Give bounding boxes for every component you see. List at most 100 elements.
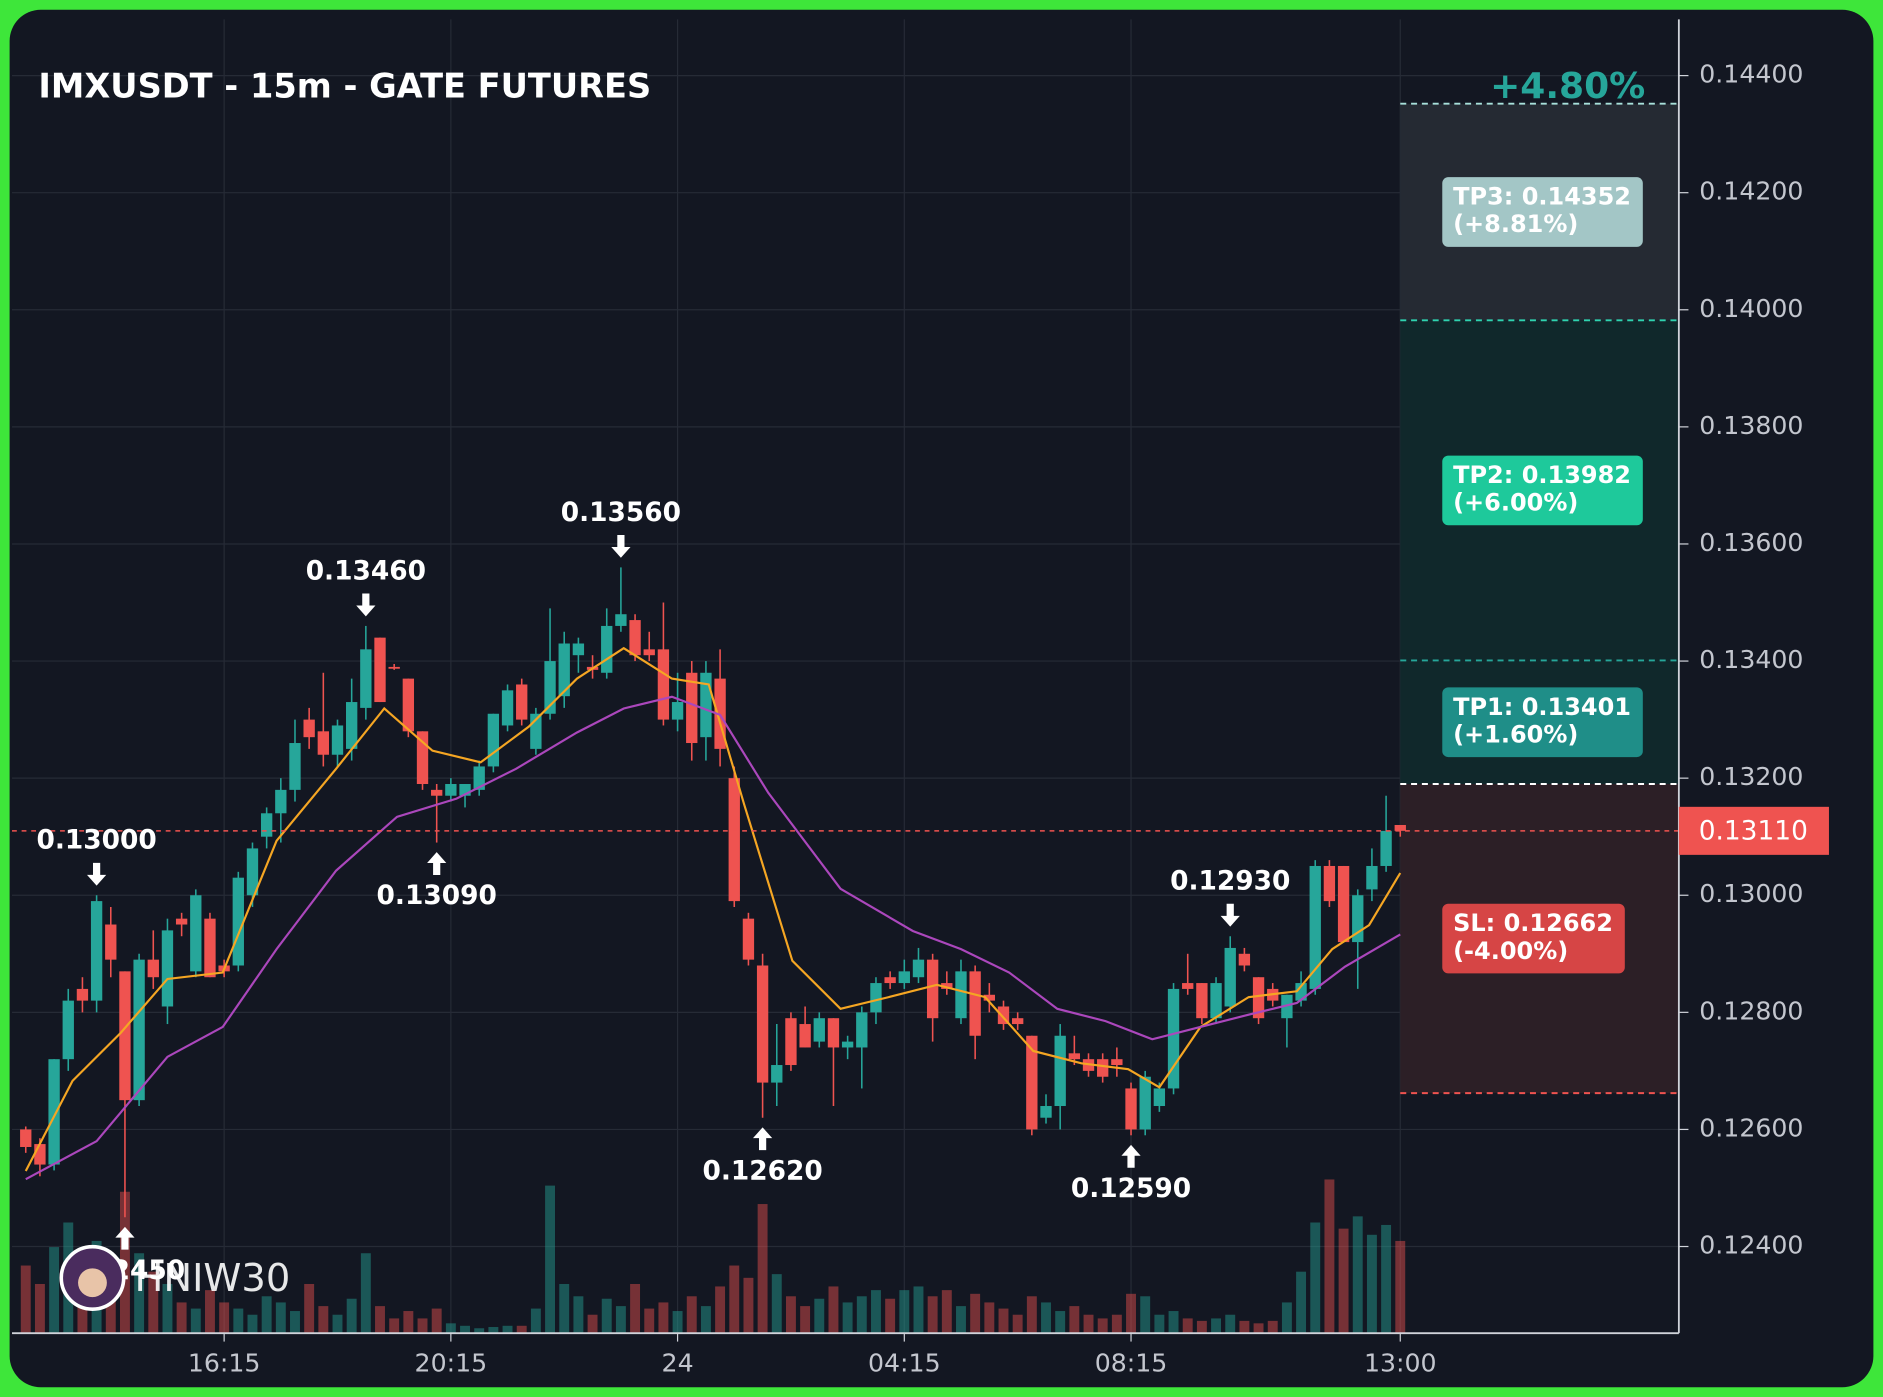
volume-bar (984, 1302, 995, 1334)
volume-bar (34, 1283, 45, 1334)
annotation-label: 0.13000 (36, 825, 156, 856)
candle-body (402, 678, 415, 732)
volume-bar (346, 1298, 357, 1334)
volume-bar (729, 1265, 740, 1334)
volume-bar (856, 1296, 867, 1334)
candle-body (926, 959, 939, 1019)
volume-bar (785, 1296, 796, 1334)
candle-body (119, 971, 131, 1101)
volume-bar (871, 1290, 881, 1334)
candle-body (90, 901, 103, 1001)
moving-average (25, 695, 1401, 1181)
y-tick-label: 0.14400 (1699, 60, 1803, 89)
volume-bar (304, 1283, 315, 1334)
annotation-label: 0.12590 (1071, 1173, 1191, 1204)
x-tick-label: 24 (662, 1348, 694, 1377)
volume-bar (1310, 1222, 1321, 1334)
candle-body (133, 959, 145, 1101)
level-name: TP2: 0.13982 (1453, 461, 1631, 489)
y-tick-label: 0.13800 (1699, 411, 1803, 440)
y-tick-label: 0.14000 (1699, 294, 1803, 323)
volume-bar (800, 1306, 811, 1334)
volume-bar (20, 1265, 31, 1334)
y-tick-label: 0.14200 (1699, 177, 1803, 206)
volume-bar (1069, 1306, 1080, 1334)
level-box (1442, 687, 1643, 758)
volume-bar (431, 1308, 442, 1334)
volume-bar (1225, 1314, 1236, 1334)
candle-body (360, 649, 372, 708)
volume-bar (134, 1253, 145, 1334)
volume-bar (956, 1306, 966, 1334)
volume-bar (828, 1286, 839, 1334)
candle-body (615, 614, 627, 626)
candle-body (161, 930, 174, 1007)
chart-title: IMXUSDT - 15m - GATE FUTURES (38, 66, 651, 105)
volume-bar (403, 1311, 414, 1334)
volume-bar (290, 1311, 300, 1334)
candle-body (785, 1018, 797, 1066)
level-box (1442, 903, 1625, 974)
volume-bar (162, 1283, 173, 1334)
candle-body (48, 1059, 60, 1165)
volume-bar (1168, 1311, 1179, 1334)
volume-bar (1026, 1296, 1037, 1334)
volume-bar (899, 1290, 910, 1334)
candle-body (870, 983, 882, 1013)
candle-body (827, 1018, 840, 1048)
volume-bar (1267, 1320, 1278, 1334)
volume-bar (1211, 1318, 1222, 1334)
candle-body (813, 1018, 825, 1042)
volume-bar (275, 1302, 286, 1334)
candle-body (431, 789, 443, 796)
level-pct: (+8.81%) (1453, 210, 1578, 238)
candle-body (62, 1000, 74, 1060)
candle-body (1352, 895, 1364, 943)
candle-body (1182, 983, 1194, 989)
y-tick-label: 0.12400 (1699, 1231, 1803, 1260)
annotation-label: 0.12930 (1170, 866, 1290, 897)
volume-bar (474, 1328, 485, 1334)
volume-bar (119, 1191, 130, 1334)
volume-bar (1111, 1314, 1122, 1334)
last-price-label: 0.13110 (1699, 816, 1808, 847)
volume-bar (814, 1298, 825, 1334)
header-change: +4.80% (1490, 66, 1645, 107)
annotation-arrow (611, 534, 631, 558)
candle-body (1026, 1035, 1038, 1130)
candle-body (1068, 1053, 1081, 1060)
volume-bar (1041, 1302, 1051, 1334)
candle-body (728, 778, 740, 902)
annotation-arrow (115, 1226, 135, 1250)
volume-bar (771, 1274, 782, 1334)
x-tick-label: 20:15 (415, 1348, 488, 1377)
volume-bar (559, 1283, 570, 1334)
candle-body (841, 1041, 854, 1048)
candle-body (459, 784, 471, 796)
volume-bar (686, 1296, 697, 1334)
candle-body (983, 994, 995, 1001)
candle-body (34, 1144, 46, 1165)
volume-bar (417, 1318, 428, 1334)
volume-bar (1182, 1318, 1193, 1334)
candle-body (601, 625, 613, 673)
volume-bar (1381, 1224, 1392, 1334)
volume-bar (247, 1314, 258, 1334)
candle-body (204, 918, 216, 978)
candle-body (657, 649, 670, 720)
candle-body (1323, 865, 1336, 902)
annotation-arrow (752, 1127, 773, 1151)
candle-body (742, 918, 755, 960)
volume-bar (1196, 1320, 1207, 1334)
watermark: HNIW30 (135, 1256, 291, 1301)
candle-body (912, 959, 925, 978)
volume-bar (1055, 1311, 1066, 1334)
level-pct: (+6.00%) (1453, 489, 1578, 517)
volume-bar (927, 1296, 938, 1334)
volume-bar (460, 1325, 470, 1334)
volume-bar (644, 1308, 655, 1334)
level-label: TP3: 0.14352(+8.81%) (1442, 177, 1643, 247)
candle-body (884, 977, 896, 984)
last-price-tag (1678, 806, 1829, 855)
